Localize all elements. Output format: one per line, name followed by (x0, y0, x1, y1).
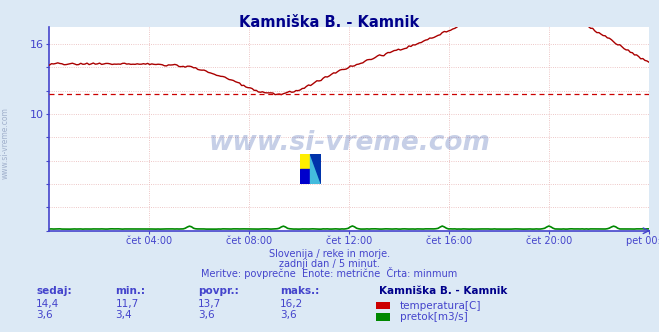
Text: Slovenija / reke in morje.: Slovenija / reke in morje. (269, 249, 390, 259)
Bar (300, 169, 310, 184)
Text: povpr.:: povpr.: (198, 286, 239, 296)
Text: sedaj:: sedaj: (36, 286, 72, 296)
Text: min.:: min.: (115, 286, 146, 296)
Text: zadnji dan / 5 minut.: zadnji dan / 5 minut. (279, 259, 380, 269)
Text: Kamniška B. - Kamnik: Kamniška B. - Kamnik (379, 286, 507, 296)
Bar (300, 154, 310, 169)
Text: www.si-vreme.com: www.si-vreme.com (208, 130, 490, 156)
Polygon shape (310, 154, 321, 184)
Text: www.si-vreme.com: www.si-vreme.com (1, 107, 10, 179)
Text: 3,4: 3,4 (115, 310, 132, 320)
Text: pretok[m3/s]: pretok[m3/s] (400, 312, 468, 322)
Text: Meritve: povprečne  Enote: metrične  Črta: minmum: Meritve: povprečne Enote: metrične Črta:… (202, 267, 457, 279)
Text: 3,6: 3,6 (280, 310, 297, 320)
Text: Kamniška B. - Kamnik: Kamniška B. - Kamnik (239, 15, 420, 30)
Text: 14,4: 14,4 (36, 299, 59, 309)
Text: 11,7: 11,7 (115, 299, 138, 309)
Text: 16,2: 16,2 (280, 299, 303, 309)
Text: 13,7: 13,7 (198, 299, 221, 309)
Text: temperatura[C]: temperatura[C] (400, 301, 482, 311)
Text: 3,6: 3,6 (36, 310, 53, 320)
Bar (310, 154, 321, 184)
Text: maks.:: maks.: (280, 286, 320, 296)
Text: 3,6: 3,6 (198, 310, 214, 320)
